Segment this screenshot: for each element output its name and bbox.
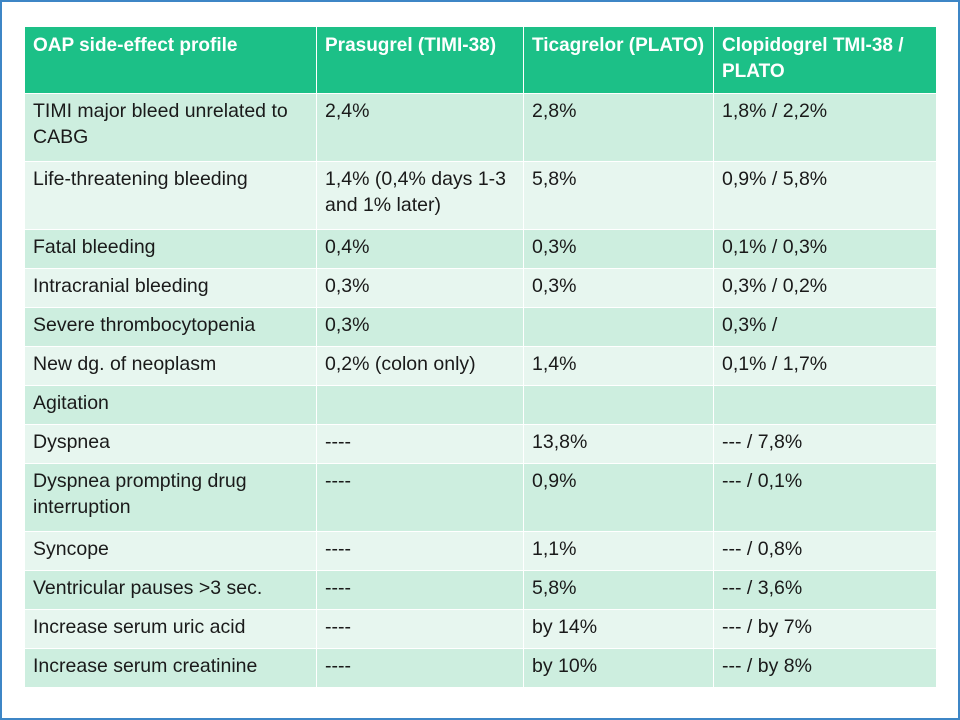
cell-clopidogrel (713, 385, 937, 425)
cell-prasugrel: 0,3% (316, 307, 524, 347)
header-clopidogrel: Clopidogrel TMI-38 / PLATO (713, 26, 937, 94)
cell-ticagrelor (523, 385, 714, 425)
cell-prasugrel: 2,4% (316, 93, 524, 162)
table-row: Intracranial bleeding 0,3% 0,3% 0,3% / 0… (24, 268, 937, 308)
cell-ticagrelor: by 10% (523, 648, 714, 688)
table-row: Fatal bleeding 0,4% 0,3% 0,1% / 0,3% (24, 229, 937, 269)
cell-side-effect: Fatal bleeding (24, 229, 317, 269)
table-row: Dyspnea prompting drug interruption ----… (24, 463, 937, 532)
cell-ticagrelor: 5,8% (523, 161, 714, 230)
cell-side-effect: Life-threatening bleeding (24, 161, 317, 230)
cell-side-effect: Increase serum creatinine (24, 648, 317, 688)
cell-side-effect: TIMI major bleed unrelated to CABG (24, 93, 317, 162)
cell-clopidogrel: --- / by 7% (713, 609, 937, 649)
table-row: New dg. of neoplasm 0,2% (colon only) 1,… (24, 346, 937, 386)
cell-prasugrel: ---- (316, 570, 524, 610)
header-prasugrel: Prasugrel (TIMI-38) (316, 26, 524, 94)
cell-ticagrelor: 2,8% (523, 93, 714, 162)
cell-side-effect: Agitation (24, 385, 317, 425)
cell-prasugrel: 1,4% (0,4% days 1-3 and 1% later) (316, 161, 524, 230)
cell-ticagrelor: 0,3% (523, 268, 714, 308)
cell-prasugrel: ---- (316, 609, 524, 649)
cell-side-effect: New dg. of neoplasm (24, 346, 317, 386)
cell-ticagrelor: 1,4% (523, 346, 714, 386)
cell-clopidogrel: 0,9% / 5,8% (713, 161, 937, 230)
cell-prasugrel: ---- (316, 531, 524, 571)
table-row: Life-threatening bleeding 1,4% (0,4% day… (24, 161, 937, 230)
cell-prasugrel: 0,2% (colon only) (316, 346, 524, 386)
cell-side-effect: Severe thrombocytopenia (24, 307, 317, 347)
side-effect-table: OAP side-effect profile Prasugrel (TIMI-… (24, 26, 937, 688)
cell-ticagrelor: 1,1% (523, 531, 714, 571)
header-ticagrelor: Ticagrelor (PLATO) (523, 26, 714, 94)
cell-side-effect: Dyspnea (24, 424, 317, 464)
cell-ticagrelor: 13,8% (523, 424, 714, 464)
cell-clopidogrel: --- / 0,8% (713, 531, 937, 571)
cell-clopidogrel: 0,1% / 1,7% (713, 346, 937, 386)
cell-clopidogrel: --- / 7,8% (713, 424, 937, 464)
cell-side-effect: Dyspnea prompting drug interruption (24, 463, 317, 532)
cell-prasugrel (316, 385, 524, 425)
cell-side-effect: Intracranial bleeding (24, 268, 317, 308)
cell-ticagrelor: by 14% (523, 609, 714, 649)
cell-prasugrel: ---- (316, 424, 524, 464)
table-row: Agitation (24, 385, 937, 425)
table-header-row: OAP side-effect profile Prasugrel (TIMI-… (24, 26, 937, 94)
cell-side-effect: Syncope (24, 531, 317, 571)
table-row: TIMI major bleed unrelated to CABG 2,4% … (24, 93, 937, 162)
cell-ticagrelor (523, 307, 714, 347)
table-row: Ventricular pauses >3 sec. ---- 5,8% ---… (24, 570, 937, 610)
cell-prasugrel: 0,4% (316, 229, 524, 269)
cell-clopidogrel: 0,3% / 0,2% (713, 268, 937, 308)
table-row: Dyspnea ---- 13,8% --- / 7,8% (24, 424, 937, 464)
cell-clopidogrel: --- / 3,6% (713, 570, 937, 610)
cell-clopidogrel: 1,8% / 2,2% (713, 93, 937, 162)
cell-side-effect: Increase serum uric acid (24, 609, 317, 649)
table-row: Increase serum creatinine ---- by 10% --… (24, 648, 937, 688)
table-row: Syncope ---- 1,1% --- / 0,8% (24, 531, 937, 571)
cell-prasugrel: 0,3% (316, 268, 524, 308)
cell-ticagrelor: 5,8% (523, 570, 714, 610)
table-row: Increase serum uric acid ---- by 14% ---… (24, 609, 937, 649)
cell-prasugrel: ---- (316, 463, 524, 532)
table-row: Severe thrombocytopenia 0,3% 0,3% / (24, 307, 937, 347)
cell-ticagrelor: 0,9% (523, 463, 714, 532)
cell-clopidogrel: --- / 0,1% (713, 463, 937, 532)
header-side-effect: OAP side-effect profile (24, 26, 317, 94)
cell-clopidogrel: 0,1% / 0,3% (713, 229, 937, 269)
cell-clopidogrel: 0,3% / (713, 307, 937, 347)
cell-clopidogrel: --- / by 8% (713, 648, 937, 688)
cell-ticagrelor: 0,3% (523, 229, 714, 269)
cell-side-effect: Ventricular pauses >3 sec. (24, 570, 317, 610)
cell-prasugrel: ---- (316, 648, 524, 688)
